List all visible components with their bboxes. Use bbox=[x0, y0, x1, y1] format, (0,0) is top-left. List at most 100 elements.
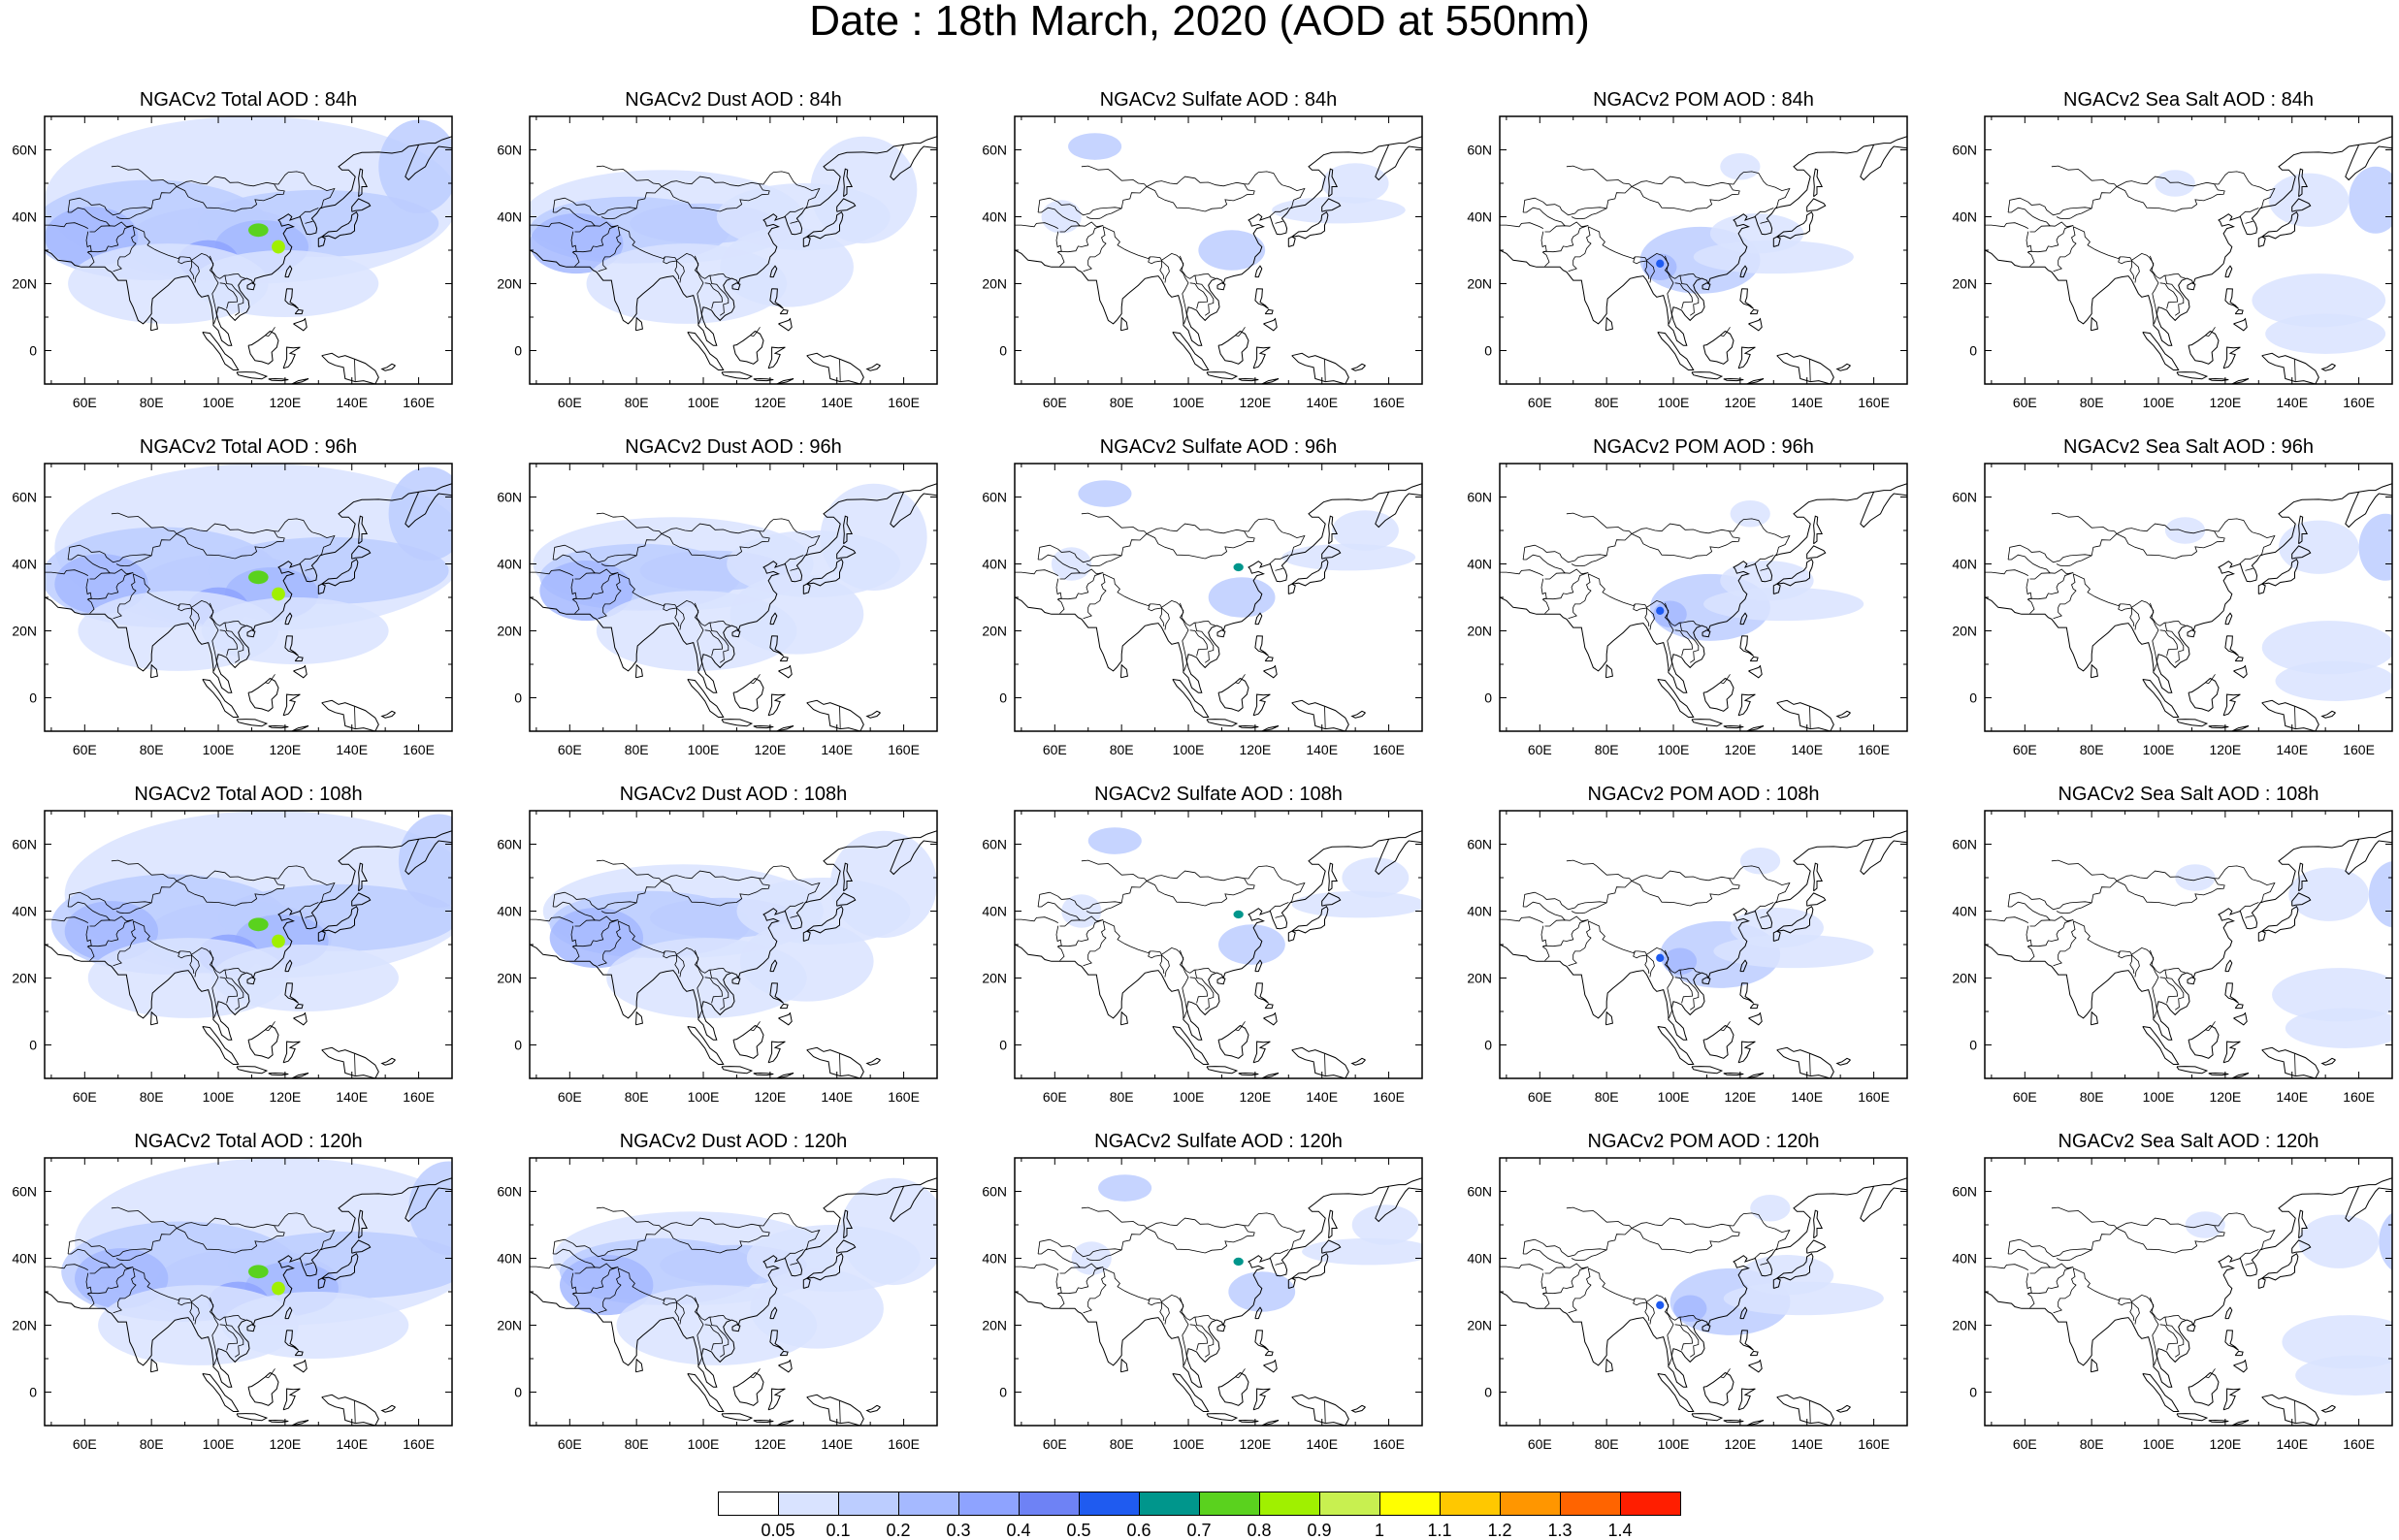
aod-field bbox=[530, 1158, 937, 1426]
coastline bbox=[1120, 1011, 1128, 1026]
country-border bbox=[87, 572, 134, 600]
country-border bbox=[1540, 231, 1550, 267]
coastline bbox=[282, 693, 301, 717]
country-border bbox=[2205, 1021, 2216, 1032]
lat-tick-label: 20N bbox=[1952, 624, 1977, 639]
country-border bbox=[1099, 518, 1306, 566]
panel-title: NGACv2 Total AOD : 120h bbox=[134, 1131, 363, 1152]
coastline bbox=[1739, 635, 1754, 657]
coastline bbox=[1749, 308, 1759, 315]
country-border bbox=[305, 914, 313, 918]
country-border bbox=[553, 901, 596, 921]
lon-tick-label: 60E bbox=[558, 742, 582, 757]
aod-plume bbox=[840, 1177, 937, 1286]
country-border bbox=[530, 1264, 573, 1270]
country-border bbox=[1081, 859, 1148, 882]
country-border bbox=[2131, 260, 2140, 283]
coastline bbox=[687, 679, 725, 718]
coastline bbox=[1238, 377, 1259, 382]
country-border bbox=[67, 1238, 152, 1258]
coastline bbox=[1217, 677, 1249, 712]
country-border bbox=[89, 568, 134, 580]
country-border bbox=[1720, 327, 1731, 337]
country-border bbox=[2239, 555, 2259, 564]
coastline bbox=[2231, 1420, 2250, 1426]
lat-tick-label: 0 bbox=[514, 1038, 522, 1053]
country-border bbox=[1568, 1267, 1592, 1314]
country-border bbox=[1571, 911, 1586, 914]
coastline bbox=[2345, 144, 2392, 181]
lon-tick-label: 80E bbox=[140, 395, 164, 410]
lon-tick-label: 100E bbox=[2143, 395, 2175, 410]
colorbar-swatch bbox=[898, 1492, 959, 1516]
country-border bbox=[1522, 197, 1607, 216]
lon-tick-label: 60E bbox=[1528, 1089, 1552, 1105]
country-border bbox=[1544, 915, 1589, 927]
coastline bbox=[1375, 492, 1422, 529]
country-border bbox=[618, 226, 730, 279]
country-border bbox=[2205, 327, 2216, 337]
country-border bbox=[111, 512, 178, 534]
country-border bbox=[2027, 1267, 2074, 1295]
country-border bbox=[1523, 901, 1566, 921]
country-border bbox=[1057, 919, 1104, 947]
country-border bbox=[2008, 901, 2051, 921]
lon-tick-label: 160E bbox=[1373, 742, 1405, 757]
coastline bbox=[1254, 265, 1263, 278]
lon-tick-label: 160E bbox=[403, 742, 435, 757]
coastline bbox=[2231, 378, 2250, 384]
coastline bbox=[45, 136, 452, 346]
panel-title: NGACv2 Dust AOD : 96h bbox=[625, 436, 842, 458]
coastline bbox=[769, 288, 784, 309]
country-border bbox=[1544, 1263, 1589, 1274]
country-border bbox=[113, 920, 137, 967]
coastline bbox=[2187, 629, 2196, 638]
country-border bbox=[1664, 1297, 1674, 1366]
country-border bbox=[1324, 359, 1326, 381]
country-border bbox=[1500, 222, 1543, 229]
country-border bbox=[1584, 865, 1791, 914]
coastline bbox=[321, 352, 379, 384]
coastline bbox=[843, 168, 854, 198]
coastline bbox=[2208, 1419, 2229, 1424]
country-border bbox=[1754, 208, 1774, 217]
coastline bbox=[1985, 483, 2392, 693]
country-border bbox=[1523, 1248, 1566, 1268]
lon-tick-label: 60E bbox=[2013, 1436, 2037, 1452]
coastline bbox=[150, 663, 158, 679]
country-border bbox=[552, 544, 637, 563]
country-border bbox=[1194, 275, 1215, 316]
country-border bbox=[1571, 216, 1586, 220]
country-border bbox=[600, 563, 616, 567]
country-border bbox=[2027, 919, 2074, 947]
country-border bbox=[1179, 949, 1189, 1019]
country-border bbox=[1161, 954, 1170, 978]
country-border bbox=[1679, 623, 1700, 663]
country-border bbox=[2294, 1400, 2296, 1423]
coastline bbox=[1261, 725, 1280, 731]
country-border bbox=[219, 1324, 239, 1351]
coastline bbox=[2261, 210, 2299, 240]
country-border bbox=[67, 891, 152, 911]
coastline bbox=[2142, 679, 2180, 718]
country-border bbox=[790, 220, 798, 224]
country-border bbox=[574, 221, 619, 233]
lon-tick-label: 60E bbox=[2013, 1089, 2037, 1105]
aod-plume bbox=[2282, 1315, 2392, 1369]
coastline bbox=[380, 710, 396, 719]
country-border bbox=[1055, 1272, 1065, 1308]
aod-hotspot bbox=[248, 1265, 269, 1279]
country-border bbox=[2069, 865, 2276, 914]
country-border bbox=[618, 573, 730, 626]
lat-tick-label: 0 bbox=[29, 1385, 37, 1400]
coastline bbox=[321, 1046, 379, 1078]
country-border bbox=[305, 1262, 313, 1266]
country-border bbox=[115, 911, 131, 914]
country-border bbox=[1631, 530, 1740, 560]
panel-title: NGACv2 Total AOD : 84h bbox=[139, 89, 358, 111]
coastline bbox=[1813, 862, 1824, 892]
coastline bbox=[1261, 378, 1280, 384]
coastline bbox=[1835, 363, 1851, 371]
panel-title: NGACv2 POM AOD : 108h bbox=[1587, 784, 1820, 805]
country-border bbox=[265, 674, 276, 685]
